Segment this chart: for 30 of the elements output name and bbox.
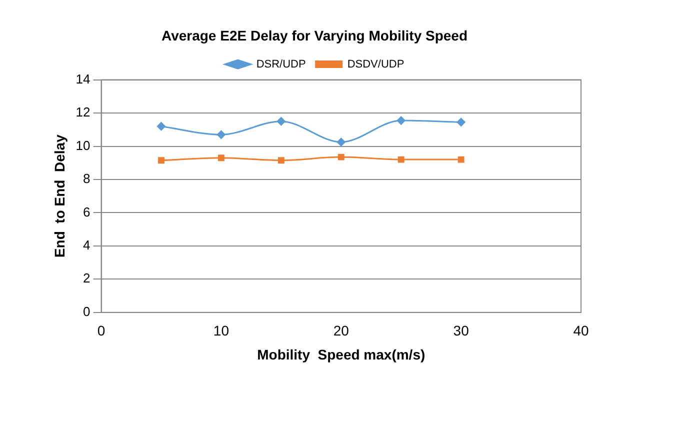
- y-tick-label: 10: [76, 138, 90, 153]
- y-tick-label: 12: [76, 104, 90, 120]
- legend-label: DSR/UDP: [256, 58, 306, 70]
- point: [278, 157, 284, 164]
- y-tick-label: 8: [83, 171, 90, 186]
- point: [218, 154, 224, 162]
- chart-title: Average E2E Delay for Varying Mobility Speed: [161, 27, 468, 44]
- point: [456, 118, 466, 126]
- x-axis-title: Mobility Speed max(m/s): [257, 346, 426, 362]
- point: [458, 156, 464, 163]
- point: [158, 157, 164, 164]
- y-tick-label: 4: [83, 238, 90, 253]
- point: [276, 117, 286, 126]
- y-tick-label: 6: [83, 204, 90, 220]
- y-tick-label: 2: [83, 270, 90, 286]
- y-axis-title: End to End Delay: [51, 134, 68, 258]
- point: [216, 130, 226, 139]
- x-tick-label: 0: [97, 322, 106, 339]
- y-tick-label: 0: [83, 304, 90, 319]
- point: [338, 154, 344, 160]
- point: [398, 156, 404, 163]
- legend-label: DSDV/UDP: [347, 58, 404, 70]
- x-tick-label: 20: [333, 322, 350, 339]
- x-tick-label: 30: [453, 322, 470, 339]
- point: [396, 116, 406, 125]
- point: [156, 122, 166, 131]
- x-tick-label: 10: [213, 322, 230, 339]
- y-tick-label: 14: [76, 71, 90, 86]
- x-tick-label: 40: [573, 322, 589, 339]
- point: [336, 138, 346, 146]
